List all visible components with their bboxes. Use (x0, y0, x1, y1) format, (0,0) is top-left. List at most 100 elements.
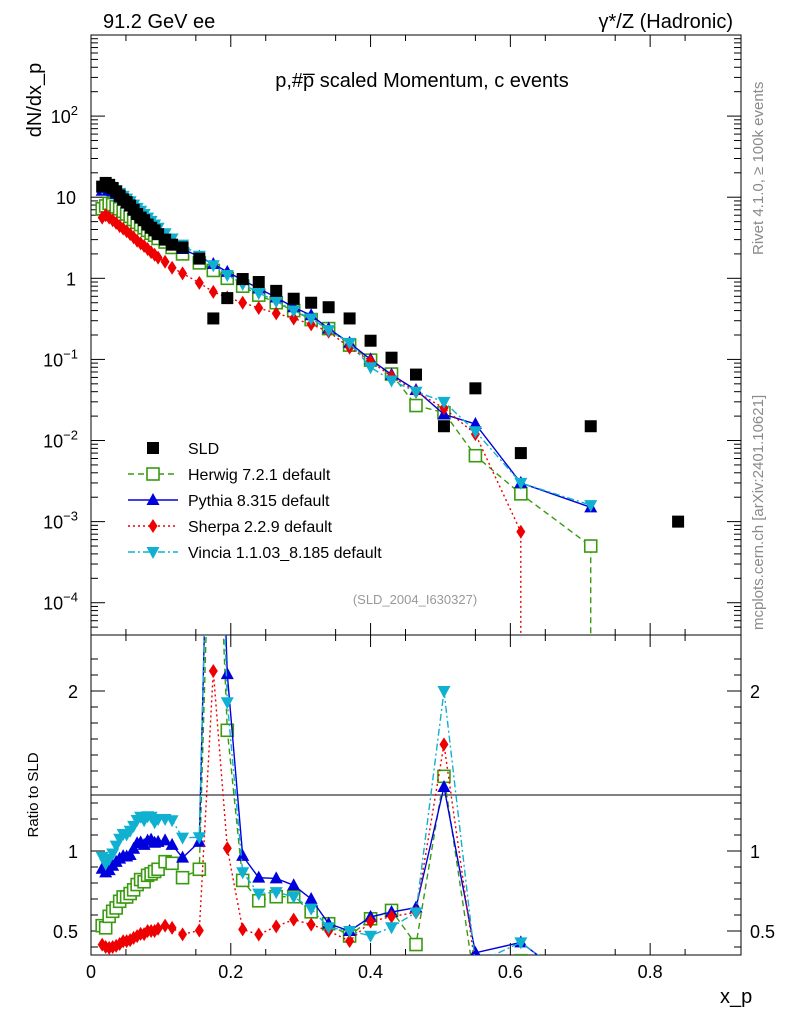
sld-point (584, 420, 597, 433)
herwig-point (468, 448, 483, 463)
sherpa-point (254, 301, 264, 316)
chart-title: p,#p̅ scaled Momentum, c events (275, 70, 568, 92)
pythia-ratio-point (269, 871, 283, 884)
sherpa-line (101, 214, 522, 635)
sld-point (410, 368, 422, 381)
vincia-point (220, 269, 234, 282)
sherpa-point (289, 311, 299, 326)
vincia-point (304, 313, 318, 326)
sherpa-point (208, 284, 218, 299)
vincia-point (468, 426, 482, 439)
pythia-ratio-point (252, 870, 266, 883)
legend-sld-marker (147, 442, 159, 454)
sld-point (672, 515, 685, 528)
vincia-ratio-point (469, 959, 482, 971)
ratio-tick-label-right: 2 (750, 682, 760, 702)
vincia-ratio-point (385, 922, 399, 935)
sherpa-point (238, 295, 248, 310)
vincia-ratio-point (176, 832, 190, 845)
pythia-point (468, 416, 482, 429)
sld-point (193, 252, 206, 265)
x-tick-label: 0.4 (358, 962, 383, 982)
sld-point (437, 420, 450, 433)
sld-point (287, 292, 300, 305)
herwig-ratio-point (207, 380, 219, 392)
herwig-ratio-point (175, 870, 190, 885)
ratio-tick-label-right: 0.5 (750, 922, 775, 942)
vincia-point (322, 325, 336, 338)
sherpa-ratio-point (289, 912, 299, 927)
legend-herwig-marker (146, 467, 160, 481)
legend-sld-label: SLD (188, 441, 219, 458)
herwig-ratio-point (409, 937, 423, 952)
legend-sherpa-label: Sherpa 2.2.9 default (188, 519, 333, 536)
y-axis-label-main: dN/dx_p (24, 63, 46, 138)
sherpa-ratio-point (471, 960, 480, 974)
vincia-ratio-point (220, 697, 234, 710)
y-tick-label: 10−4 (43, 590, 78, 614)
vincia-ratio-line (101, 635, 540, 955)
sherpa-point (153, 250, 163, 265)
pythia-ratio-point (584, 988, 597, 1000)
ratio-tick-label: 0.5 (53, 922, 78, 942)
sld-point (514, 447, 527, 460)
sherpa-point (178, 266, 188, 281)
vincia-point (584, 500, 598, 513)
pythia-ratio-point (123, 848, 137, 861)
sherpa-ratio-point (208, 664, 218, 678)
sherpa-ratio-point (345, 934, 355, 948)
sld-point (305, 296, 318, 309)
vincia-ratio-point (343, 926, 357, 938)
x-tick-label: 0.6 (498, 962, 523, 982)
sherpa-ratio-point (178, 927, 188, 942)
sld-point (221, 292, 234, 305)
sherpa-ratio-point (222, 841, 232, 856)
ratio-tick-label-right: 1 (750, 842, 760, 862)
sherpa-ratio-point (439, 737, 449, 752)
x-tick-label: 0.8 (638, 962, 663, 982)
sld-point (236, 273, 249, 286)
herwig-point (583, 539, 598, 553)
pythia-ratio-line (101, 635, 539, 955)
sld-point (166, 238, 179, 251)
sld-point (252, 276, 265, 289)
legend-pythia-label: Pythia 8.315 default (188, 493, 330, 510)
y-axis-label-ratio: Ratio to SLD (25, 752, 42, 837)
sld-point (343, 312, 356, 325)
sherpa-point (271, 306, 281, 321)
y-tick-label: 102 (51, 103, 78, 127)
vincia-ratio-point (165, 815, 179, 828)
pythia-ratio-point (220, 667, 234, 680)
sherpa-ratio-point (254, 927, 264, 942)
sherpa-point (167, 260, 177, 275)
sld-point (364, 334, 377, 347)
sherpa-ratio-point (271, 919, 281, 934)
vincia-point (437, 396, 451, 409)
sherpa-ratio-point (194, 923, 204, 938)
herwig-point (409, 398, 423, 413)
vincia-ratio-point (584, 989, 597, 1001)
herwig-ratio-point (192, 862, 207, 877)
sherpa-point (194, 275, 204, 290)
header-process: γ*/Z (Hadronic) (599, 11, 733, 33)
pythia-ratio-point (176, 850, 190, 863)
y-tick-label: 10 (56, 188, 76, 208)
legend-sherpa-marker (148, 519, 158, 533)
main-axis-ticks: 10−4 10−3 10−2 10−1 1 10 102 (43, 35, 741, 636)
sld-point (270, 284, 283, 297)
main-series-layer (95, 176, 685, 635)
pythia-ratio-point (287, 878, 301, 891)
vincia-ratio-point (252, 888, 266, 901)
x-tick-label: 0.2 (218, 962, 243, 982)
pythia-ratio-point (304, 892, 318, 904)
sld-point (207, 312, 220, 325)
legend-pythia-marker (146, 493, 160, 505)
sherpa-ratio-point (366, 914, 376, 929)
ratio-axis-ticks: 0 0.2 0.4 0.6 0.8 0.5 0.5 1 1 2 2 (53, 635, 775, 982)
sherpa-point (516, 524, 526, 539)
sld-point (385, 351, 398, 364)
herwig-ratio-point (585, 1000, 597, 1012)
sherpa-ratio-point (238, 922, 248, 937)
sld-point (322, 301, 335, 314)
